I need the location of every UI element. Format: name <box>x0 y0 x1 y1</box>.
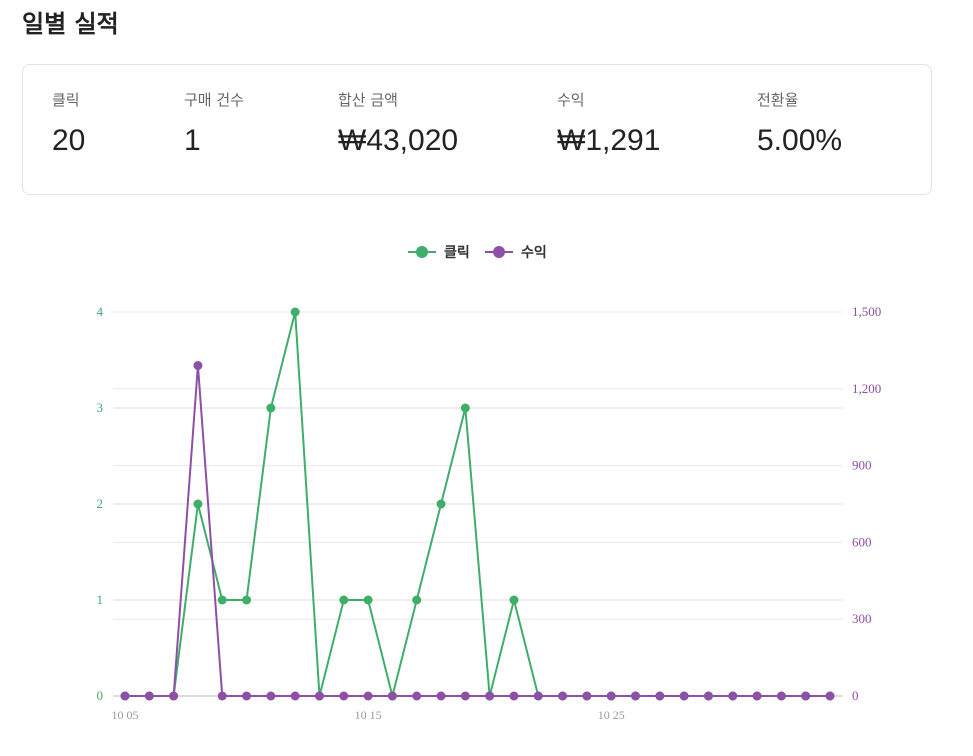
data-point-revenue <box>631 691 641 701</box>
x-tick-label: 10 15 <box>355 708 382 722</box>
stat-conversion-rate-label: 전환율 <box>757 91 799 109</box>
data-point-revenue <box>120 691 130 701</box>
data-point-clicks <box>217 595 227 605</box>
data-point-clicks <box>339 595 349 605</box>
data-point-revenue <box>436 691 446 701</box>
data-point-revenue <box>460 691 470 701</box>
data-point-revenue <box>606 691 616 701</box>
data-point-revenue <box>752 691 762 701</box>
data-point-revenue <box>363 691 373 701</box>
data-point-revenue <box>679 691 689 701</box>
y-right-tick-label: 600 <box>852 534 872 549</box>
y-left-tick-label: 3 <box>97 400 104 415</box>
data-point-revenue <box>509 691 519 701</box>
x-tick-label: 10 25 <box>598 708 625 722</box>
stat-clicks: 클릭 20 <box>52 89 85 158</box>
data-point-clicks <box>412 595 422 605</box>
stat-total-amount-value: ₩43,020 <box>338 124 459 157</box>
data-point-revenue <box>169 691 179 701</box>
y-left-tick-label: 0 <box>97 688 104 703</box>
data-point-clicks <box>436 499 446 509</box>
data-point-revenue <box>387 691 397 701</box>
data-point-clicks <box>363 595 373 605</box>
data-point-revenue <box>558 691 568 701</box>
stat-purchases: 구매 건수 1 <box>184 89 244 158</box>
data-point-revenue <box>339 691 349 701</box>
legend-swatch-marker <box>416 246 428 258</box>
data-point-revenue <box>728 691 738 701</box>
data-point-revenue <box>825 691 835 701</box>
stat-revenue-value: ₩1,291 <box>557 124 661 157</box>
legend-label: 클릭 <box>444 245 470 261</box>
y-right-tick-label: 1,200 <box>852 381 881 396</box>
data-point-revenue <box>582 691 592 701</box>
stat-total-amount-label: 합산 금액 <box>338 91 398 109</box>
data-point-revenue <box>655 691 665 701</box>
data-point-clicks <box>242 595 252 605</box>
stat-revenue: 수익 ₩1,291 <box>557 89 660 158</box>
data-point-clicks <box>266 403 276 413</box>
stat-revenue-label: 수익 <box>557 91 585 109</box>
data-point-revenue <box>314 691 324 701</box>
data-point-revenue <box>776 691 786 701</box>
legend-label: 수익 <box>521 244 547 261</box>
data-point-revenue <box>703 691 713 701</box>
data-point-clicks <box>193 499 203 509</box>
stat-conversion-rate-value: 5.00% <box>757 124 843 157</box>
y-right-tick-label: 900 <box>852 458 872 473</box>
page-title: 일별 실적 <box>22 10 119 38</box>
stat-total-amount: 합산 금액 ₩43,020 <box>338 89 458 158</box>
data-point-revenue <box>801 691 811 701</box>
data-point-revenue <box>144 691 154 701</box>
data-point-revenue <box>290 691 300 701</box>
y-right-tick-label: 300 <box>852 611 872 626</box>
series-line-revenue <box>125 365 830 697</box>
data-point-revenue <box>242 691 252 701</box>
y-left-tick-label: 1 <box>97 592 104 607</box>
stat-purchases-label: 구매 건수 <box>184 91 244 109</box>
legend-swatch-marker <box>493 246 505 258</box>
stat-purchases-value: 1 <box>184 124 201 157</box>
data-point-revenue <box>412 691 422 701</box>
data-point-revenue <box>533 691 543 701</box>
stat-clicks-value: 20 <box>52 124 86 157</box>
data-point-revenue <box>193 361 203 371</box>
x-tick-label: 10 05 <box>112 708 139 722</box>
stat-conversion-rate: 전환율 5.00% <box>757 89 842 158</box>
stats-card: 클릭 20 구매 건수 1 합산 금액 ₩43,020 수익 ₩1,291 전환… <box>22 64 932 195</box>
y-left-tick-label: 2 <box>97 496 104 511</box>
data-point-revenue <box>485 691 495 701</box>
data-point-revenue <box>217 691 227 701</box>
stat-clicks-label: 클릭 <box>52 91 80 109</box>
y-right-tick-label: 1,500 <box>852 304 881 319</box>
data-point-clicks <box>509 595 519 605</box>
daily-performance-chart: 0 1 2 3 4 0 300 600 900 1,200 1,500 10 05 10 15 10 25… <box>0 230 973 750</box>
y-right-tick-label: 0 <box>852 688 859 703</box>
data-point-clicks <box>460 403 470 413</box>
data-point-revenue <box>266 691 276 701</box>
data-point-clicks <box>290 307 300 317</box>
chart-svg: 0 1 2 3 4 0 300 600 900 1,200 1,500 10 05 10 15 10 25… <box>97 244 882 722</box>
y-left-tick-label: 4 <box>97 304 104 319</box>
